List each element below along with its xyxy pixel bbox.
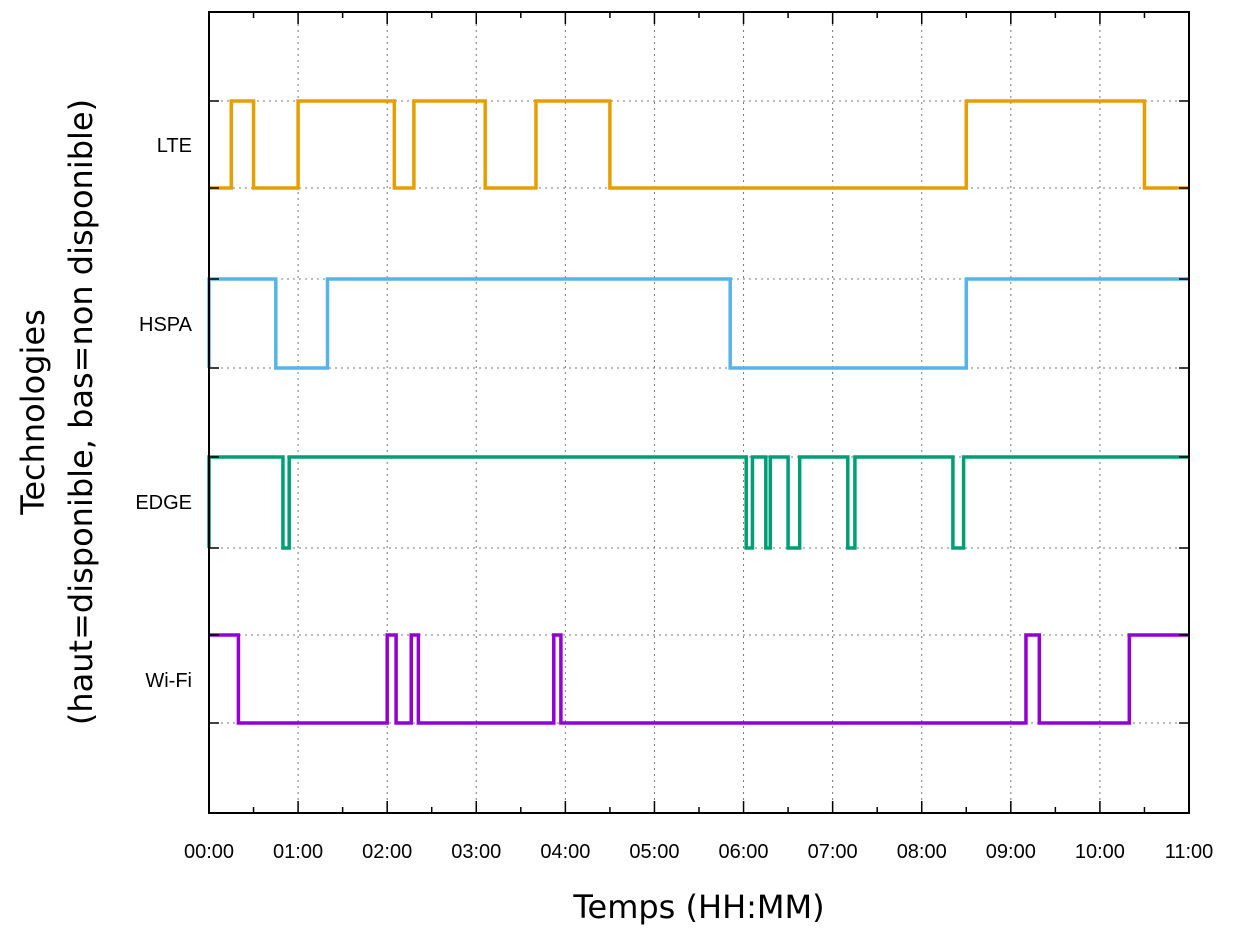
x-tick-label: 05:00 [629, 841, 679, 863]
x-tick-labels: 00:00 01:00 02:00 03:00 04:00 05:00 06:00 07:00… [184, 841, 1213, 863]
x-tick-label: 07:00 [808, 841, 858, 863]
y-tick-label-lte: LTE [157, 135, 192, 157]
y-tick-label-wi-fi: Wi-Fi [145, 670, 192, 692]
x-tick-label: 06:00 [719, 841, 769, 863]
plot-frame [208, 11, 1190, 814]
y-tick-label-edge: EDGE [135, 492, 192, 514]
y-axis-title-line1: Technologies [14, 309, 52, 516]
x-tick-label: 10:00 [1075, 841, 1125, 863]
y-tick-label-hspa: HSPA [139, 314, 193, 336]
series-line-hspa [207, 277, 1189, 370]
x-tick-label: 04:00 [540, 841, 590, 863]
y-axis-title: Technologies (haut=disponible, bas=non d… [14, 99, 100, 725]
ticks [208, 12, 1190, 813]
series-line-lte [209, 99, 1189, 190]
x-tick-label: 11:00 [1165, 841, 1214, 863]
x-tick-label: 02:00 [362, 841, 412, 863]
x-tick-label: 03:00 [451, 841, 501, 863]
series-lines [207, 99, 1189, 725]
y-axis-title-line2: (haut=disponible, bas=non disponible) [62, 99, 100, 725]
grid-lines [209, 12, 1189, 813]
y-tick-labels: LTE HSPA EDGE Wi-Fi [135, 135, 192, 692]
series-line-wi-fi [209, 633, 1189, 725]
x-tick-label: 08:00 [897, 841, 947, 863]
x-tick-label: 00:00 [184, 841, 234, 863]
x-tick-label: 09:00 [986, 841, 1036, 863]
x-tick-label: 01:00 [273, 841, 323, 863]
x-axis-title: Temps (HH:MM) [572, 888, 824, 926]
series-line-edge [207, 455, 1189, 550]
